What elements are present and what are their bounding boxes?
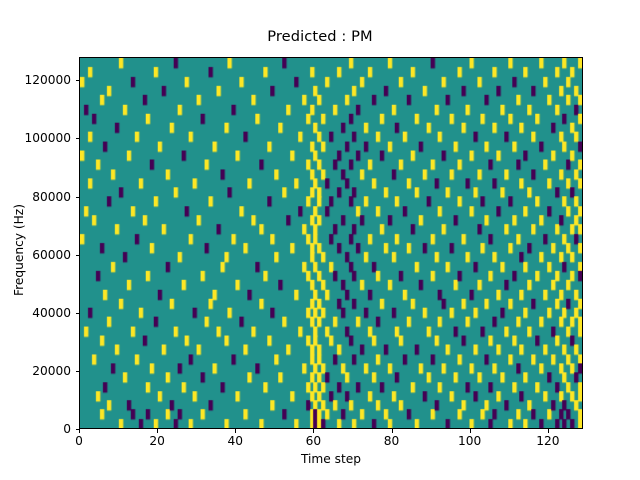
y-axis-tick-label: 20000	[32, 363, 71, 378]
x-axis-tick	[469, 429, 471, 433]
x-axis-tick-label: 60	[305, 434, 322, 448]
x-axis-tick-label: 40	[227, 434, 244, 448]
y-axis-tick-label: 40000	[32, 305, 71, 320]
x-axis-tick	[79, 429, 80, 433]
x-axis-tick	[547, 429, 549, 433]
y-axis-tick-label: 0	[63, 422, 71, 436]
y-axis-tick	[75, 429, 79, 430]
y-axis-tick	[75, 254, 79, 256]
y-axis-tick	[75, 80, 79, 82]
y-axis-label: Frequency (Hz)	[12, 204, 26, 296]
x-axis-label: Time step	[300, 452, 362, 466]
x-axis-tick	[235, 429, 237, 433]
y-axis-tick-label: 80000	[32, 189, 71, 204]
heatmap-axes	[79, 57, 583, 429]
heatmap-canvas	[80, 58, 582, 428]
x-axis-tick-label: 0	[75, 434, 83, 448]
x-axis-tick-label: 80	[383, 434, 400, 448]
y-axis-tick	[75, 370, 79, 372]
y-axis-tick	[75, 312, 79, 314]
chart-title: Predicted : PM	[267, 28, 373, 45]
y-axis-tick	[75, 138, 79, 140]
x-axis-tick-label: 20	[149, 434, 165, 448]
x-axis-tick-label: 120	[536, 434, 560, 448]
y-axis-tick-label: 100000	[24, 131, 71, 146]
x-axis-tick	[391, 429, 393, 433]
y-axis-tick	[75, 196, 79, 198]
x-axis-tick	[157, 429, 159, 433]
x-axis-tick-label: 100	[458, 434, 482, 448]
y-axis-tick-label: 120000	[24, 73, 71, 88]
y-axis-tick-label: 60000	[32, 247, 71, 262]
x-axis-tick	[313, 429, 315, 433]
